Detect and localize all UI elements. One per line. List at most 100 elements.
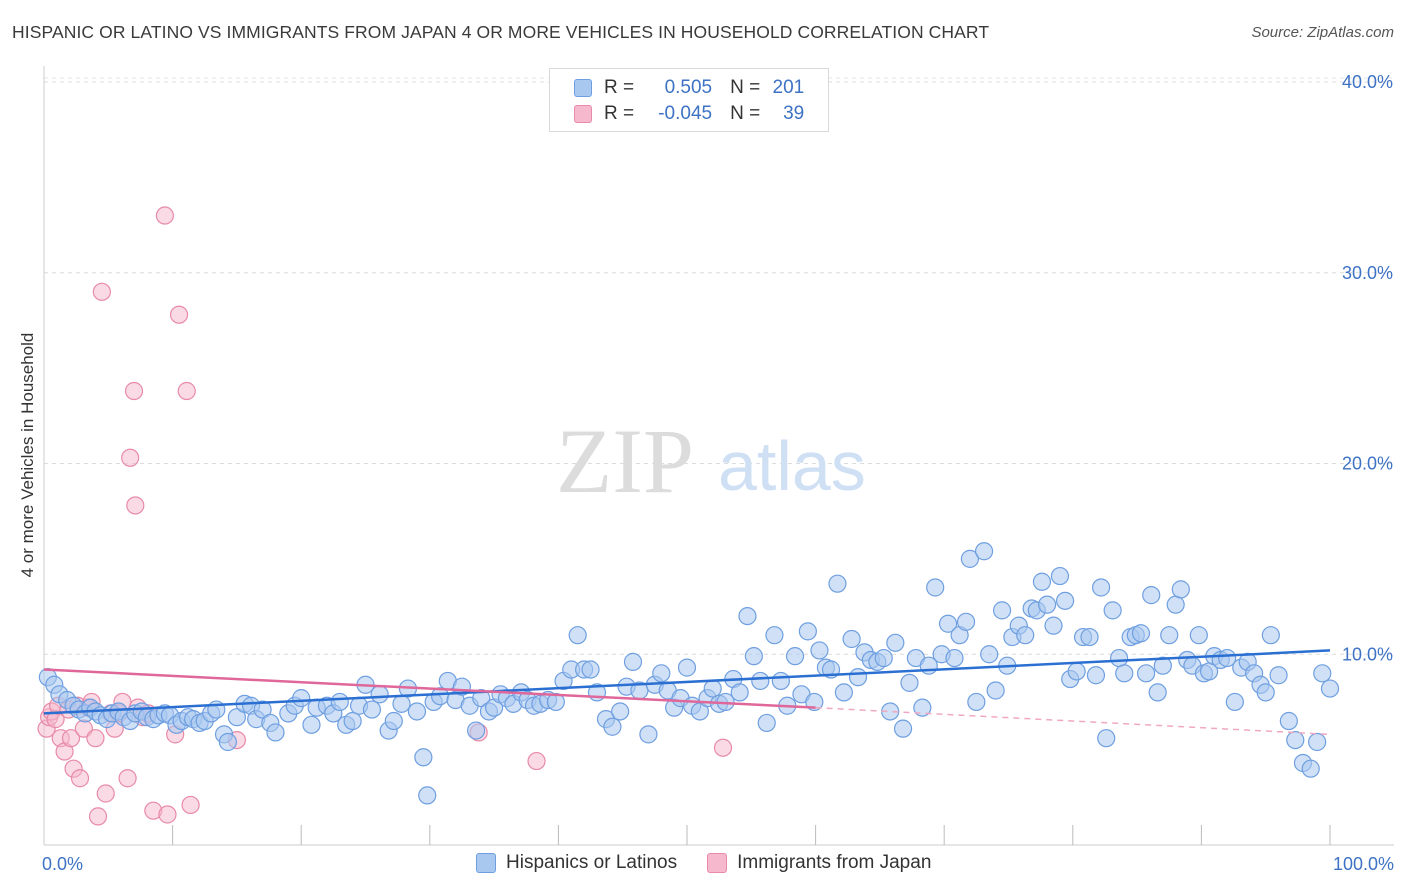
point-hispanics bbox=[1131, 624, 1151, 643]
point-hispanics bbox=[913, 698, 932, 717]
watermark-atlas: atlas bbox=[718, 427, 866, 505]
point-hispanics bbox=[744, 647, 763, 666]
point-hispanics bbox=[1097, 729, 1116, 748]
point-hispanics bbox=[1055, 591, 1075, 610]
point-hispanics bbox=[1086, 666, 1106, 685]
trend-line-hispanics bbox=[43, 649, 1331, 715]
point-hispanics bbox=[938, 614, 958, 633]
point-hispanics bbox=[266, 723, 285, 742]
point-hispanics bbox=[848, 668, 868, 687]
point-hispanics bbox=[407, 702, 427, 721]
point-hispanics bbox=[1279, 711, 1298, 731]
trend-line-japan-extension bbox=[815, 706, 1331, 736]
legend-r-label: R = bbox=[604, 103, 635, 124]
point-hispanics bbox=[568, 626, 587, 645]
point-hispanics bbox=[1037, 595, 1057, 614]
point-japan bbox=[177, 381, 196, 401]
point-hispanics bbox=[886, 633, 905, 652]
point-hispanics bbox=[581, 660, 600, 679]
point-hispanics bbox=[1091, 578, 1111, 597]
point-hispanics bbox=[974, 542, 994, 561]
point-hispanics bbox=[1256, 683, 1275, 702]
point-japan bbox=[126, 496, 145, 515]
point-hispanics bbox=[472, 689, 491, 708]
y-axis-label: 4 or more Vehicles in Household bbox=[18, 333, 37, 578]
point-hispanics bbox=[392, 694, 411, 713]
point-hispanics bbox=[1080, 627, 1099, 647]
point-hispanics bbox=[900, 673, 919, 692]
point-hispanics bbox=[677, 658, 697, 677]
point-hispanics bbox=[960, 549, 980, 568]
point-hispanics bbox=[945, 648, 964, 668]
point-hispanics bbox=[330, 692, 349, 712]
axes bbox=[43, 66, 1394, 846]
legend-n-value: 39 bbox=[783, 103, 805, 124]
point-hispanics bbox=[828, 574, 847, 593]
point-hispanics bbox=[546, 692, 565, 712]
point-hispanics bbox=[874, 648, 893, 668]
point-hispanics bbox=[1166, 595, 1185, 614]
trend-lines bbox=[43, 649, 1331, 736]
watermark-zip: ZIP bbox=[556, 410, 694, 512]
point-hispanics bbox=[623, 652, 643, 671]
tick-labels: 10.0% 20.0% 30.0% 40.0% 0.0% 100.0% bbox=[42, 72, 1394, 874]
point-hispanics bbox=[738, 606, 757, 626]
grid-lines bbox=[44, 77, 1394, 655]
legend-row-hispanics: R = 0.505 N = 201 bbox=[574, 76, 804, 100]
point-hispanics bbox=[1171, 580, 1190, 599]
point-hispanics bbox=[1261, 626, 1280, 645]
legend-r-label: R = bbox=[604, 77, 635, 98]
point-hispanics bbox=[1160, 626, 1179, 645]
point-hispanics bbox=[967, 692, 986, 712]
point-hispanics bbox=[757, 713, 776, 733]
point-hispanics bbox=[992, 601, 1012, 620]
point-japan bbox=[61, 729, 81, 748]
point-hispanics bbox=[986, 681, 1005, 700]
x-tick-label-max: 100.0% bbox=[1333, 854, 1394, 874]
point-japan bbox=[527, 751, 546, 771]
point-hispanics bbox=[370, 685, 389, 704]
y-tick-label: 30.0% bbox=[1342, 263, 1393, 283]
point-hispanics bbox=[1109, 648, 1129, 668]
chart-title: HISPANIC OR LATINO VS IMMIGRANTS FROM JA… bbox=[12, 22, 990, 42]
point-hispanics bbox=[1103, 601, 1122, 620]
point-hispanics bbox=[1308, 732, 1327, 752]
legend-swatch-japan bbox=[574, 105, 592, 123]
point-japan bbox=[158, 805, 177, 824]
point-hispanics bbox=[730, 683, 749, 702]
point-hispanics bbox=[414, 748, 433, 767]
watermark: ZIP atlas bbox=[556, 410, 866, 512]
point-japan bbox=[155, 206, 174, 225]
point-hispanics bbox=[1067, 662, 1086, 681]
point-hispanics bbox=[1016, 626, 1035, 645]
legend-n-label: N = bbox=[730, 103, 761, 124]
point-hispanics bbox=[1320, 679, 1340, 698]
legend-label-hispanics: Hispanics or Latinos bbox=[506, 852, 678, 873]
y-tick-label: 40.0% bbox=[1342, 72, 1393, 92]
point-hispanics bbox=[466, 721, 486, 740]
point-hispanics bbox=[893, 719, 913, 738]
point-hispanics bbox=[842, 629, 861, 649]
point-hispanics bbox=[834, 683, 853, 702]
point-hispanics bbox=[603, 717, 622, 736]
point-hispanics bbox=[956, 612, 976, 631]
point-hispanics bbox=[980, 645, 999, 664]
point-japan bbox=[96, 784, 115, 803]
point-hispanics bbox=[611, 702, 630, 721]
point-hispanics bbox=[1032, 572, 1052, 591]
point-hispanics bbox=[1050, 566, 1070, 586]
legend-label-japan: Immigrants from Japan bbox=[737, 852, 932, 873]
legend-n-label: N = bbox=[730, 77, 761, 98]
y-tick-label: 20.0% bbox=[1342, 454, 1393, 474]
point-hispanics bbox=[751, 671, 770, 691]
point-hispanics bbox=[418, 786, 437, 805]
point-japan bbox=[92, 282, 111, 301]
point-hispanics bbox=[1137, 664, 1156, 683]
legend-swatch-japan bbox=[707, 853, 728, 873]
point-japan bbox=[124, 381, 144, 401]
point-hispanics bbox=[703, 679, 722, 698]
point-japan bbox=[121, 448, 140, 467]
point-hispanics bbox=[227, 708, 246, 727]
legend-row-japan: R = -0.045 N = 39 bbox=[574, 102, 804, 126]
